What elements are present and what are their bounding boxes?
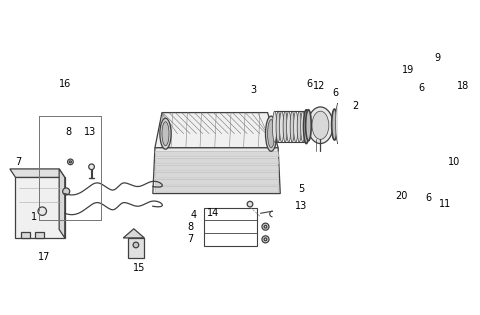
Ellipse shape xyxy=(379,100,386,142)
Ellipse shape xyxy=(373,103,379,143)
Text: 6: 6 xyxy=(425,193,431,203)
Circle shape xyxy=(133,242,139,248)
Ellipse shape xyxy=(340,103,345,143)
Polygon shape xyxy=(15,177,65,238)
Ellipse shape xyxy=(290,111,294,142)
Bar xyxy=(389,90,407,103)
Polygon shape xyxy=(10,169,65,177)
Ellipse shape xyxy=(312,111,329,139)
Ellipse shape xyxy=(303,110,309,144)
Polygon shape xyxy=(155,165,279,171)
Circle shape xyxy=(262,236,269,243)
Circle shape xyxy=(262,223,269,230)
Text: 12: 12 xyxy=(313,81,325,91)
Bar xyxy=(39,116,101,220)
Ellipse shape xyxy=(162,122,169,146)
Ellipse shape xyxy=(365,103,370,143)
Ellipse shape xyxy=(381,101,415,141)
Polygon shape xyxy=(123,229,144,238)
Text: 20: 20 xyxy=(395,191,408,201)
Polygon shape xyxy=(155,112,278,148)
Circle shape xyxy=(89,164,95,169)
Circle shape xyxy=(68,159,73,165)
Text: 3: 3 xyxy=(251,85,257,95)
Text: 4: 4 xyxy=(191,210,197,220)
Text: 17: 17 xyxy=(37,252,50,262)
Ellipse shape xyxy=(357,103,361,143)
Ellipse shape xyxy=(297,111,301,142)
Text: 16: 16 xyxy=(59,79,71,89)
Ellipse shape xyxy=(283,111,288,142)
Text: 10: 10 xyxy=(448,157,460,167)
Polygon shape xyxy=(155,180,279,185)
Ellipse shape xyxy=(287,111,291,142)
Ellipse shape xyxy=(276,111,280,142)
Text: 5: 5 xyxy=(298,184,304,194)
Ellipse shape xyxy=(344,103,349,143)
Polygon shape xyxy=(59,169,65,238)
Circle shape xyxy=(70,161,72,163)
Ellipse shape xyxy=(391,111,405,131)
Text: 11: 11 xyxy=(439,199,451,209)
Ellipse shape xyxy=(279,111,284,142)
Ellipse shape xyxy=(348,103,353,143)
Polygon shape xyxy=(155,172,279,178)
Text: 9: 9 xyxy=(434,53,440,63)
Text: 7: 7 xyxy=(15,157,22,167)
Ellipse shape xyxy=(377,102,384,141)
Polygon shape xyxy=(155,186,279,192)
Polygon shape xyxy=(155,158,279,164)
Circle shape xyxy=(247,201,253,207)
Ellipse shape xyxy=(306,110,311,141)
Polygon shape xyxy=(155,151,279,157)
Bar xyxy=(128,238,144,258)
Ellipse shape xyxy=(160,118,171,149)
Ellipse shape xyxy=(273,111,277,142)
Text: 2: 2 xyxy=(352,100,359,111)
Text: 13: 13 xyxy=(295,201,308,210)
Circle shape xyxy=(38,207,47,215)
Bar xyxy=(204,208,257,246)
Bar xyxy=(39,116,101,220)
Ellipse shape xyxy=(419,109,426,140)
Circle shape xyxy=(63,188,70,195)
Text: 18: 18 xyxy=(457,81,469,91)
Text: 15: 15 xyxy=(132,262,145,272)
Text: 7: 7 xyxy=(187,234,193,244)
Circle shape xyxy=(393,90,403,100)
Text: 13: 13 xyxy=(84,127,96,137)
Bar xyxy=(35,232,44,238)
Ellipse shape xyxy=(352,103,358,143)
Circle shape xyxy=(264,238,267,241)
Text: 8: 8 xyxy=(187,222,193,232)
Circle shape xyxy=(264,225,267,228)
Ellipse shape xyxy=(377,96,419,146)
Ellipse shape xyxy=(369,103,374,143)
Text: 1: 1 xyxy=(31,212,37,222)
Text: 6: 6 xyxy=(307,79,313,89)
Ellipse shape xyxy=(265,116,277,151)
Ellipse shape xyxy=(336,103,340,143)
Ellipse shape xyxy=(294,111,298,142)
Ellipse shape xyxy=(332,109,337,140)
Ellipse shape xyxy=(361,103,366,143)
Text: 14: 14 xyxy=(207,208,219,218)
Ellipse shape xyxy=(308,107,333,144)
Ellipse shape xyxy=(300,111,305,142)
Text: 19: 19 xyxy=(402,65,415,75)
Text: 8: 8 xyxy=(65,127,72,137)
Bar xyxy=(39,116,101,220)
Bar xyxy=(385,88,410,108)
Text: 6: 6 xyxy=(332,88,338,98)
Text: 6: 6 xyxy=(418,83,424,93)
Polygon shape xyxy=(153,148,280,193)
Ellipse shape xyxy=(267,120,275,148)
Bar xyxy=(21,232,30,238)
